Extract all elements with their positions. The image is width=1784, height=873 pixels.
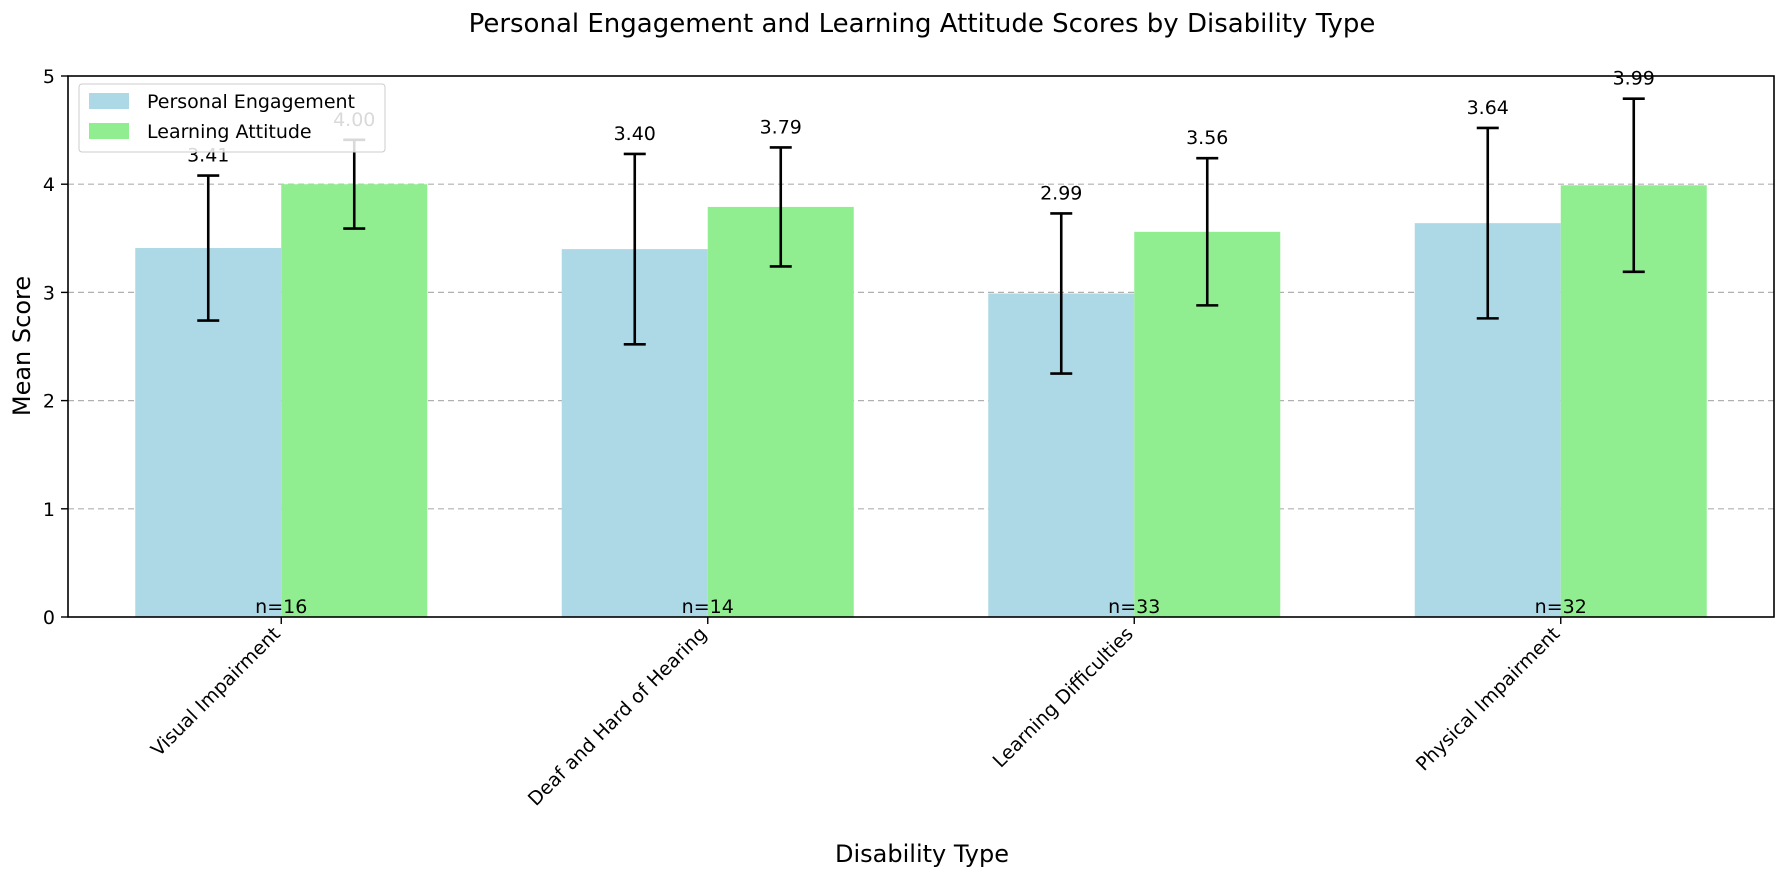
value-label-personal-engagement-physical-impairment: 3.64 (1467, 97, 1509, 119)
error-bars (197, 97, 1645, 375)
bars (135, 184, 1707, 618)
y-tick-label-2: 2 (43, 391, 55, 413)
y-tick-label-5: 5 (43, 66, 55, 88)
bar-learning-attitude-visual-impairment (281, 184, 428, 617)
x-axis-label: Disability Type (835, 840, 1009, 868)
y-axis-label: Mean Score (8, 276, 36, 416)
value-label-personal-engagement-deaf-and-hard-of-hearing: 3.40 (614, 123, 656, 145)
legend-label-personal-engagement: Personal Engagement (147, 91, 355, 113)
value-labels: 3.414.003.403.792.993.563.643.99 (187, 68, 1655, 205)
sample-size-deaf-and-hard-of-hearing: n=14 (682, 596, 734, 618)
legend-swatch-personal-engagement (89, 93, 129, 109)
plot-frame (67, 75, 1775, 618)
y-tick-label-3: 3 (43, 282, 55, 304)
legend-label-learning-attitude: Learning Attitude (147, 121, 312, 143)
y-tick-label-1: 1 (43, 499, 55, 521)
bar-learning-attitude-deaf-and-hard-of-hearing (707, 206, 854, 617)
chart-title: Personal Engagement and Learning Attitud… (469, 9, 1376, 39)
value-label-personal-engagement-learning-difficulties: 2.99 (1040, 182, 1082, 204)
y-tick-label-4: 4 (43, 174, 55, 196)
sample-size-visual-impairment: n=16 (255, 596, 307, 618)
legend: Personal Engagement Learning Attitude (78, 83, 386, 153)
legend-swatch-learning-attitude (89, 123, 129, 139)
value-label-learning-attitude-physical-impairment: 3.99 (1613, 68, 1655, 90)
sample-size-physical-impairment: n=32 (1535, 596, 1587, 618)
legend-box (78, 83, 386, 153)
value-label-learning-attitude-deaf-and-hard-of-hearing: 3.79 (760, 116, 802, 138)
sample-size-labels: n=16 n=14 n=33 n=32 (255, 596, 1587, 618)
y-axis: 0 1 2 3 4 5 (43, 66, 68, 629)
y-tick-label-0: 0 (43, 607, 55, 629)
sample-size-learning-difficulties: n=33 (1108, 596, 1160, 618)
value-label-learning-attitude-learning-difficulties: 3.56 (1186, 127, 1228, 149)
